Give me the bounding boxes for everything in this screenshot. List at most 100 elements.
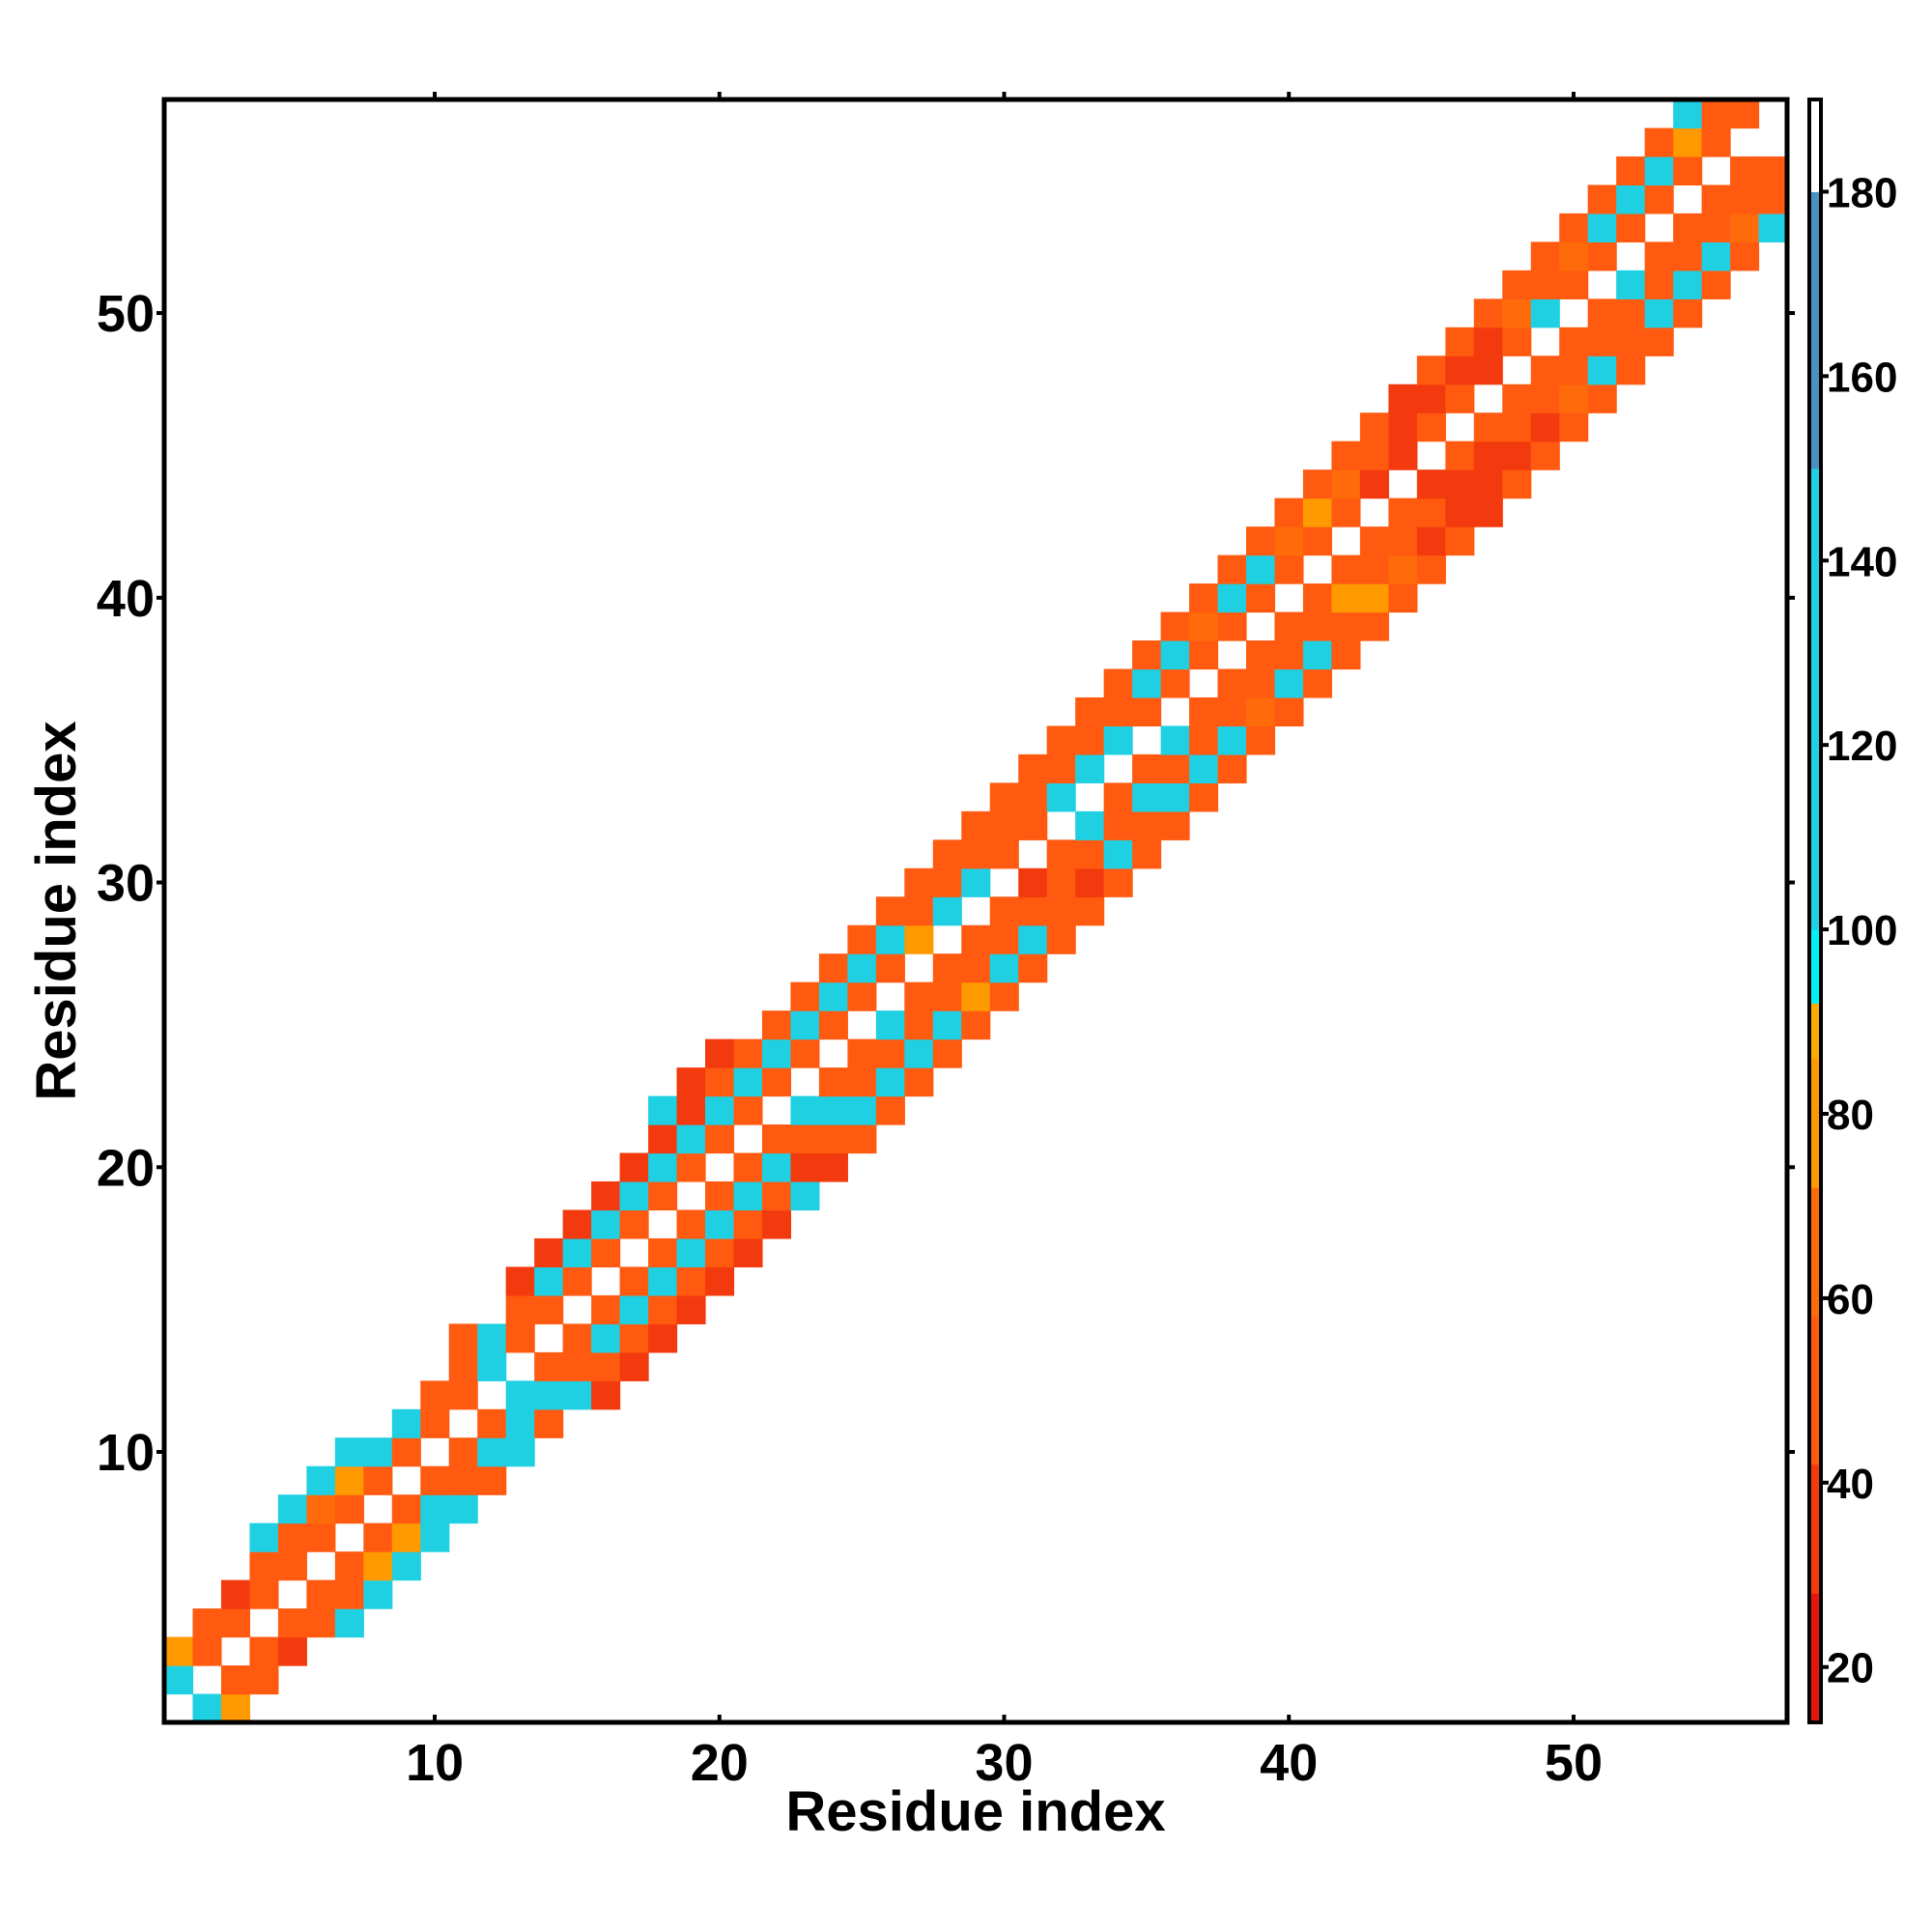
heatmap-cell bbox=[1587, 213, 1617, 242]
heatmap-cell bbox=[1075, 725, 1105, 755]
heatmap-cell bbox=[1160, 611, 1190, 641]
heatmap-cell bbox=[847, 1124, 877, 1154]
heatmap-cell bbox=[1644, 242, 1674, 271]
heatmap-cell bbox=[1473, 355, 1503, 385]
heatmap-cell bbox=[1018, 810, 1048, 840]
heatmap-cell bbox=[904, 924, 934, 954]
heatmap-cell bbox=[420, 1494, 450, 1524]
heatmap-cell bbox=[249, 1636, 279, 1666]
heatmap-cell bbox=[790, 981, 820, 1011]
heatmap-cell bbox=[1103, 668, 1133, 698]
heatmap-cell bbox=[1673, 213, 1703, 242]
heatmap-cell bbox=[676, 1237, 706, 1268]
heatmap-cell bbox=[1302, 526, 1333, 556]
heatmap-cell bbox=[904, 867, 934, 897]
heatmap-cell bbox=[733, 1067, 763, 1097]
heatmap-cell bbox=[220, 1608, 251, 1638]
heatmap-cell bbox=[790, 1181, 820, 1211]
heatmap-cell bbox=[1359, 440, 1389, 470]
heatmap-cell bbox=[705, 1181, 735, 1211]
heatmap-cell bbox=[1388, 526, 1418, 556]
heatmap-cell bbox=[1331, 554, 1361, 584]
heatmap-cell bbox=[1502, 270, 1532, 299]
heatmap-cell bbox=[1132, 839, 1162, 869]
heatmap-cell bbox=[790, 1152, 820, 1182]
heatmap-cell bbox=[818, 953, 848, 983]
heatmap-cell bbox=[505, 1266, 535, 1296]
heatmap-cell bbox=[534, 1351, 564, 1381]
heatmap-cell bbox=[363, 1522, 393, 1552]
heatmap-cell bbox=[1587, 327, 1617, 356]
heatmap-cell bbox=[1473, 412, 1503, 442]
heatmap-cell bbox=[847, 981, 877, 1011]
x-tick-label: 30 bbox=[975, 1734, 1033, 1792]
heatmap-cell bbox=[818, 1124, 848, 1154]
plot-frame bbox=[161, 97, 1790, 1725]
heatmap-cell bbox=[1673, 270, 1703, 299]
heatmap-cell bbox=[818, 981, 848, 1011]
heatmap-cell bbox=[420, 1408, 450, 1438]
heatmap-cell bbox=[648, 1152, 678, 1182]
heatmap-cell bbox=[1331, 440, 1361, 470]
heatmap-cell bbox=[534, 1380, 564, 1410]
heatmap-cell bbox=[1587, 355, 1617, 385]
heatmap-cell bbox=[932, 867, 962, 897]
heatmap-cell bbox=[875, 1067, 905, 1097]
heatmap-cell bbox=[1701, 128, 1731, 157]
heatmap-cell bbox=[1132, 782, 1162, 812]
heatmap-cell bbox=[619, 1294, 649, 1324]
y-tick-label: 20 bbox=[97, 1139, 155, 1197]
heatmap-cell bbox=[249, 1579, 279, 1609]
heatmap-cell bbox=[477, 1437, 507, 1467]
heatmap-cell bbox=[1103, 810, 1133, 840]
heatmap-cell bbox=[1644, 128, 1674, 157]
heatmap-cell bbox=[705, 1095, 735, 1125]
x-tick-label: 50 bbox=[1545, 1734, 1603, 1792]
heatmap-cell bbox=[1189, 696, 1219, 727]
heatmap-cell bbox=[1046, 782, 1076, 812]
heatmap-cell bbox=[1701, 185, 1731, 214]
y-tick-label: 40 bbox=[97, 570, 155, 628]
heatmap-cell bbox=[1644, 185, 1674, 214]
heatmap-cell bbox=[1046, 924, 1076, 954]
heatmap-cell bbox=[1388, 583, 1418, 613]
heatmap-cell bbox=[1018, 953, 1048, 983]
heatmap-cell bbox=[249, 1522, 279, 1552]
heatmap-cell bbox=[363, 1465, 393, 1495]
heatmap-cell bbox=[1502, 469, 1532, 499]
heatmap-cell bbox=[1559, 213, 1589, 242]
heatmap-cell bbox=[1189, 611, 1219, 641]
heatmap-cell bbox=[505, 1323, 535, 1353]
heatmap-cell bbox=[420, 1522, 450, 1552]
heatmap-cell bbox=[1046, 896, 1076, 926]
heatmap-cell bbox=[676, 1095, 706, 1125]
heatmap-cell bbox=[1075, 810, 1105, 840]
heatmap-cell bbox=[847, 924, 877, 954]
heatmap-cell bbox=[875, 924, 905, 954]
heatmap-cell bbox=[249, 1665, 279, 1695]
heatmap-cell bbox=[1274, 554, 1304, 584]
heatmap-cell bbox=[1530, 440, 1560, 470]
heatmap-cell bbox=[1046, 839, 1076, 869]
heatmap-cell bbox=[1160, 725, 1190, 755]
heatmap-cell bbox=[676, 1209, 706, 1239]
heatmap-cell bbox=[1701, 99, 1731, 129]
heatmap-cell bbox=[1445, 497, 1475, 527]
heatmap-cell bbox=[1416, 384, 1446, 413]
heatmap-cell bbox=[1445, 440, 1475, 470]
heatmap-cell bbox=[1274, 526, 1304, 556]
heatmap-cell bbox=[648, 1266, 678, 1296]
heatmap-cell bbox=[676, 1152, 706, 1182]
colorbar-tick-label: 80 bbox=[1827, 1092, 1874, 1139]
heatmap-cell bbox=[1616, 298, 1646, 328]
heatmap-cell bbox=[761, 1152, 792, 1182]
heatmap-cell bbox=[1075, 753, 1105, 783]
heatmap-cell bbox=[961, 839, 991, 869]
heatmap-cell bbox=[334, 1465, 364, 1495]
heatmap-cell bbox=[277, 1636, 307, 1666]
heatmap-cell bbox=[1701, 242, 1731, 271]
heatmap-cell bbox=[1160, 810, 1190, 840]
heatmap-cell bbox=[1587, 242, 1617, 271]
heatmap-cell bbox=[932, 896, 962, 926]
colorbar-band bbox=[1809, 1187, 1821, 1318]
